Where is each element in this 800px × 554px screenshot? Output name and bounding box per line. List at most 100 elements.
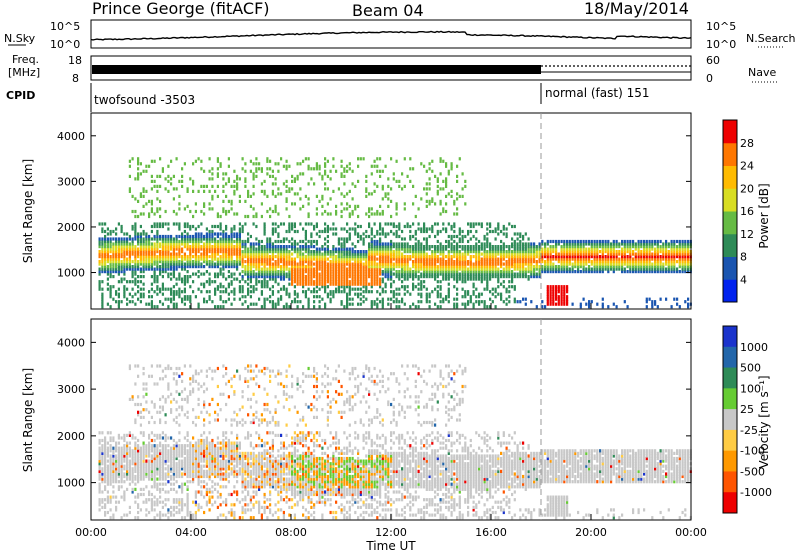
range-gate-cell [541, 270, 544, 274]
range-gate-cell [159, 290, 162, 294]
range-gate-cell [409, 275, 412, 279]
range-gate-cell [203, 202, 206, 206]
range-gate-cell [560, 239, 563, 244]
range-gate-cell [233, 189, 236, 193]
range-gate-cell [324, 169, 327, 173]
range-gate-cell [607, 270, 610, 274]
range-gate-cell [557, 285, 560, 289]
range-gate-cell [667, 245, 670, 249]
range-gate-cell [648, 250, 651, 254]
range-gate-cell [552, 245, 555, 249]
range-gate-cell [607, 262, 610, 266]
range-gate-cell [126, 245, 129, 249]
range-gate-cell [230, 229, 233, 234]
range-gate-cell [145, 454, 148, 458]
range-gate-cell [315, 272, 318, 276]
range-gate-cell [379, 270, 382, 274]
range-gate-cell [519, 265, 522, 269]
range-gate-cell [142, 431, 145, 435]
range-gate-cell [340, 290, 343, 294]
range-gate-cell [227, 242, 230, 246]
range-gate-cell [626, 250, 629, 254]
range-gate-cell [593, 270, 596, 274]
range-gate-cell [387, 277, 390, 281]
range-gate-cell [274, 222, 277, 226]
range-gate-cell [442, 277, 445, 281]
range-gate-cell [670, 247, 673, 251]
range-gate-cell [123, 237, 126, 241]
range-gate-cell [684, 245, 687, 249]
range-gate-cell [98, 222, 101, 226]
range-gate-cell [610, 247, 613, 251]
range-gate-cell [214, 257, 217, 261]
range-gate-cell [230, 275, 233, 279]
range-gate-cell [387, 252, 390, 256]
range-gate-cell [219, 237, 222, 241]
range-gate-cell [194, 237, 197, 241]
range-gate-cell [258, 252, 261, 256]
range-gate-cell [115, 300, 118, 304]
range-gate-cell [252, 272, 255, 276]
range-gate-cell [502, 262, 505, 266]
range-gate-cell [153, 212, 156, 216]
range-gate-cell [150, 456, 153, 461]
range-gate-cell [414, 270, 417, 274]
range-gate-cell [148, 302, 151, 306]
range-gate-cell [604, 265, 607, 269]
range-gate-cell [489, 247, 492, 251]
range-gate-cell [401, 272, 404, 276]
range-gate-cell [362, 237, 365, 241]
range-gate-cell [280, 250, 283, 254]
range-gate-cell [552, 247, 555, 251]
range-gate-cell [104, 462, 107, 466]
range-gate-cell [651, 255, 654, 259]
range-gate-cell [307, 245, 310, 249]
range-gate-cell [469, 250, 472, 254]
range-gate-cell [296, 252, 299, 256]
range-gate-cell [409, 250, 412, 254]
range-gate-cell [346, 260, 349, 264]
range-gate-cell [442, 179, 445, 183]
range-gate-cell [192, 262, 195, 266]
range-gate-cell [183, 280, 186, 284]
range-gate-cell [175, 245, 178, 249]
range-gate-cell [200, 282, 203, 286]
range-gate-cell [315, 194, 318, 198]
range-gate-cell [643, 245, 646, 249]
range-gate-cell [200, 232, 203, 236]
range-gate-cell [170, 237, 173, 241]
range-gate-cell [346, 305, 349, 309]
range-gate-cell [299, 222, 302, 226]
range-gate-cell [134, 459, 137, 463]
range-gate-cell [249, 290, 252, 294]
range-gate-cell [645, 265, 648, 269]
range-gate-cell [467, 270, 470, 274]
range-gate-cell [365, 234, 368, 239]
range-gate-cell [676, 260, 679, 264]
range-gate-cell [494, 287, 497, 291]
range-gate-cell [101, 302, 104, 306]
range-gate-cell [409, 234, 412, 239]
range-gate-cell [263, 280, 266, 284]
range-gate-cell [362, 267, 365, 271]
range-gate-cell [318, 265, 321, 269]
range-gate-cell [203, 265, 206, 269]
range-gate-cell [126, 464, 129, 468]
range-gate-cell [260, 292, 263, 296]
range-gate-cell [412, 184, 415, 188]
range-gate-cell [131, 287, 134, 291]
range-gate-cell [142, 382, 145, 386]
range-gate-cell [337, 242, 340, 246]
range-gate-cell [219, 282, 222, 286]
range-gate-cell [219, 272, 222, 276]
range-gate-cell [139, 162, 142, 166]
range-gate-cell [365, 267, 368, 271]
range-gate-cell [428, 245, 431, 249]
range-gate-cell [381, 280, 384, 284]
range-gate-cell [219, 267, 222, 271]
range-gate-cell [280, 295, 283, 299]
range-gate-cell [464, 270, 467, 274]
range-gate-cell [178, 202, 181, 206]
range-gate-cell [296, 229, 299, 234]
range-gate-cell [288, 229, 291, 234]
